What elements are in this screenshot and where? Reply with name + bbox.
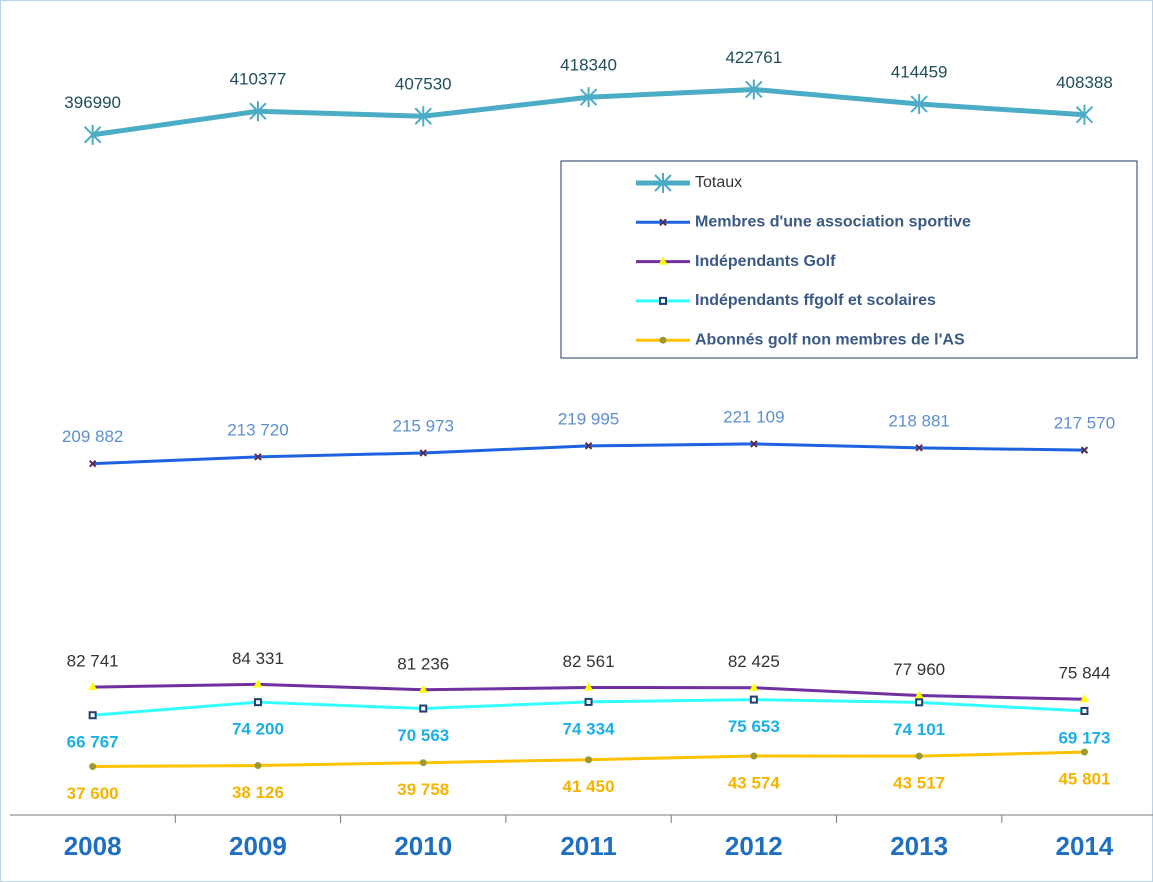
data-label: 77 960 bbox=[893, 660, 945, 679]
marker bbox=[419, 759, 427, 767]
data-label: 81 236 bbox=[397, 654, 449, 673]
data-label: 209 882 bbox=[62, 427, 123, 446]
marker bbox=[88, 711, 97, 720]
marker bbox=[419, 449, 427, 457]
data-label: 215 973 bbox=[393, 416, 454, 435]
x-tick-label: 2012 bbox=[725, 831, 783, 861]
x-tick-label: 2010 bbox=[394, 831, 452, 861]
marker bbox=[750, 752, 758, 760]
x-tick-label: 2014 bbox=[1056, 831, 1114, 861]
marker bbox=[585, 756, 593, 764]
marker bbox=[88, 682, 98, 691]
data-label: 422761 bbox=[725, 48, 782, 67]
marker bbox=[910, 94, 928, 115]
legend-label: Membres d'une association sportive bbox=[695, 214, 971, 231]
marker bbox=[659, 218, 667, 227]
data-label: 75 653 bbox=[728, 717, 780, 736]
marker bbox=[253, 679, 263, 688]
marker bbox=[654, 173, 672, 193]
marker bbox=[1080, 748, 1088, 756]
data-label: 75 844 bbox=[1058, 664, 1110, 683]
x-tick-label: 2013 bbox=[890, 831, 948, 861]
marker bbox=[89, 762, 97, 770]
data-label: 213 720 bbox=[227, 420, 288, 439]
data-label: 219 995 bbox=[558, 409, 619, 428]
marker bbox=[659, 336, 667, 344]
x-tick-label: 2009 bbox=[229, 831, 287, 861]
marker bbox=[253, 698, 262, 707]
marker bbox=[584, 442, 593, 450]
legend-label: Totaux bbox=[695, 174, 742, 191]
data-label: 410377 bbox=[230, 70, 287, 89]
data-label: 74 200 bbox=[232, 720, 284, 739]
data-label: 69 173 bbox=[1058, 728, 1110, 747]
marker bbox=[83, 124, 102, 145]
marker bbox=[418, 684, 428, 693]
marker bbox=[88, 459, 97, 468]
marker bbox=[249, 101, 267, 122]
data-label: 396990 bbox=[64, 93, 121, 112]
data-label: 70 563 bbox=[397, 726, 449, 745]
x-tick-label: 2011 bbox=[560, 831, 616, 861]
marker bbox=[419, 704, 428, 713]
marker bbox=[915, 752, 923, 760]
data-label: 41 450 bbox=[563, 777, 615, 796]
data-label: 82 425 bbox=[728, 652, 780, 671]
x-tick-label: 2008 bbox=[64, 831, 122, 861]
marker bbox=[1080, 706, 1089, 715]
data-label: 66 767 bbox=[67, 733, 119, 752]
marker bbox=[579, 87, 598, 108]
data-label: 37 600 bbox=[67, 784, 119, 803]
marker bbox=[749, 682, 759, 691]
marker bbox=[749, 695, 758, 704]
marker bbox=[750, 440, 758, 448]
data-label: 39 758 bbox=[397, 780, 449, 799]
marker bbox=[584, 682, 594, 691]
data-label: 418340 bbox=[560, 56, 617, 75]
data-label: 74 101 bbox=[893, 720, 945, 739]
marker bbox=[745, 79, 763, 100]
marker bbox=[1079, 694, 1089, 703]
data-label: 407530 bbox=[395, 75, 452, 94]
data-label: 217 570 bbox=[1054, 414, 1115, 433]
data-label: 414459 bbox=[891, 63, 948, 82]
marker bbox=[658, 256, 668, 265]
legend-label: Indépendants ffgolf et scolaires bbox=[695, 292, 936, 309]
marker bbox=[1080, 446, 1089, 454]
data-label: 82 741 bbox=[67, 652, 119, 671]
marker bbox=[254, 453, 262, 461]
marker bbox=[659, 296, 667, 305]
data-label: 45 801 bbox=[1058, 770, 1110, 789]
data-label: 43 517 bbox=[893, 774, 945, 793]
legend-label: Abonnés golf non membres de l'AS bbox=[695, 331, 965, 348]
data-label: 43 574 bbox=[728, 773, 781, 792]
data-label: 84 331 bbox=[232, 649, 284, 668]
marker bbox=[915, 444, 923, 452]
legend-box bbox=[560, 160, 1138, 359]
marker bbox=[584, 697, 593, 706]
data-label: 38 126 bbox=[232, 783, 284, 802]
data-label: 74 334 bbox=[563, 719, 616, 738]
data-label: 218 881 bbox=[888, 411, 949, 430]
marker bbox=[914, 690, 924, 699]
marker bbox=[1075, 104, 1094, 125]
legend-label: Indépendants Golf bbox=[695, 253, 836, 270]
data-label: 82 561 bbox=[563, 652, 615, 671]
marker bbox=[414, 106, 432, 127]
data-label: 221 109 bbox=[723, 407, 784, 426]
marker bbox=[254, 762, 262, 770]
marker bbox=[915, 698, 924, 707]
data-label: 408388 bbox=[1056, 73, 1113, 92]
